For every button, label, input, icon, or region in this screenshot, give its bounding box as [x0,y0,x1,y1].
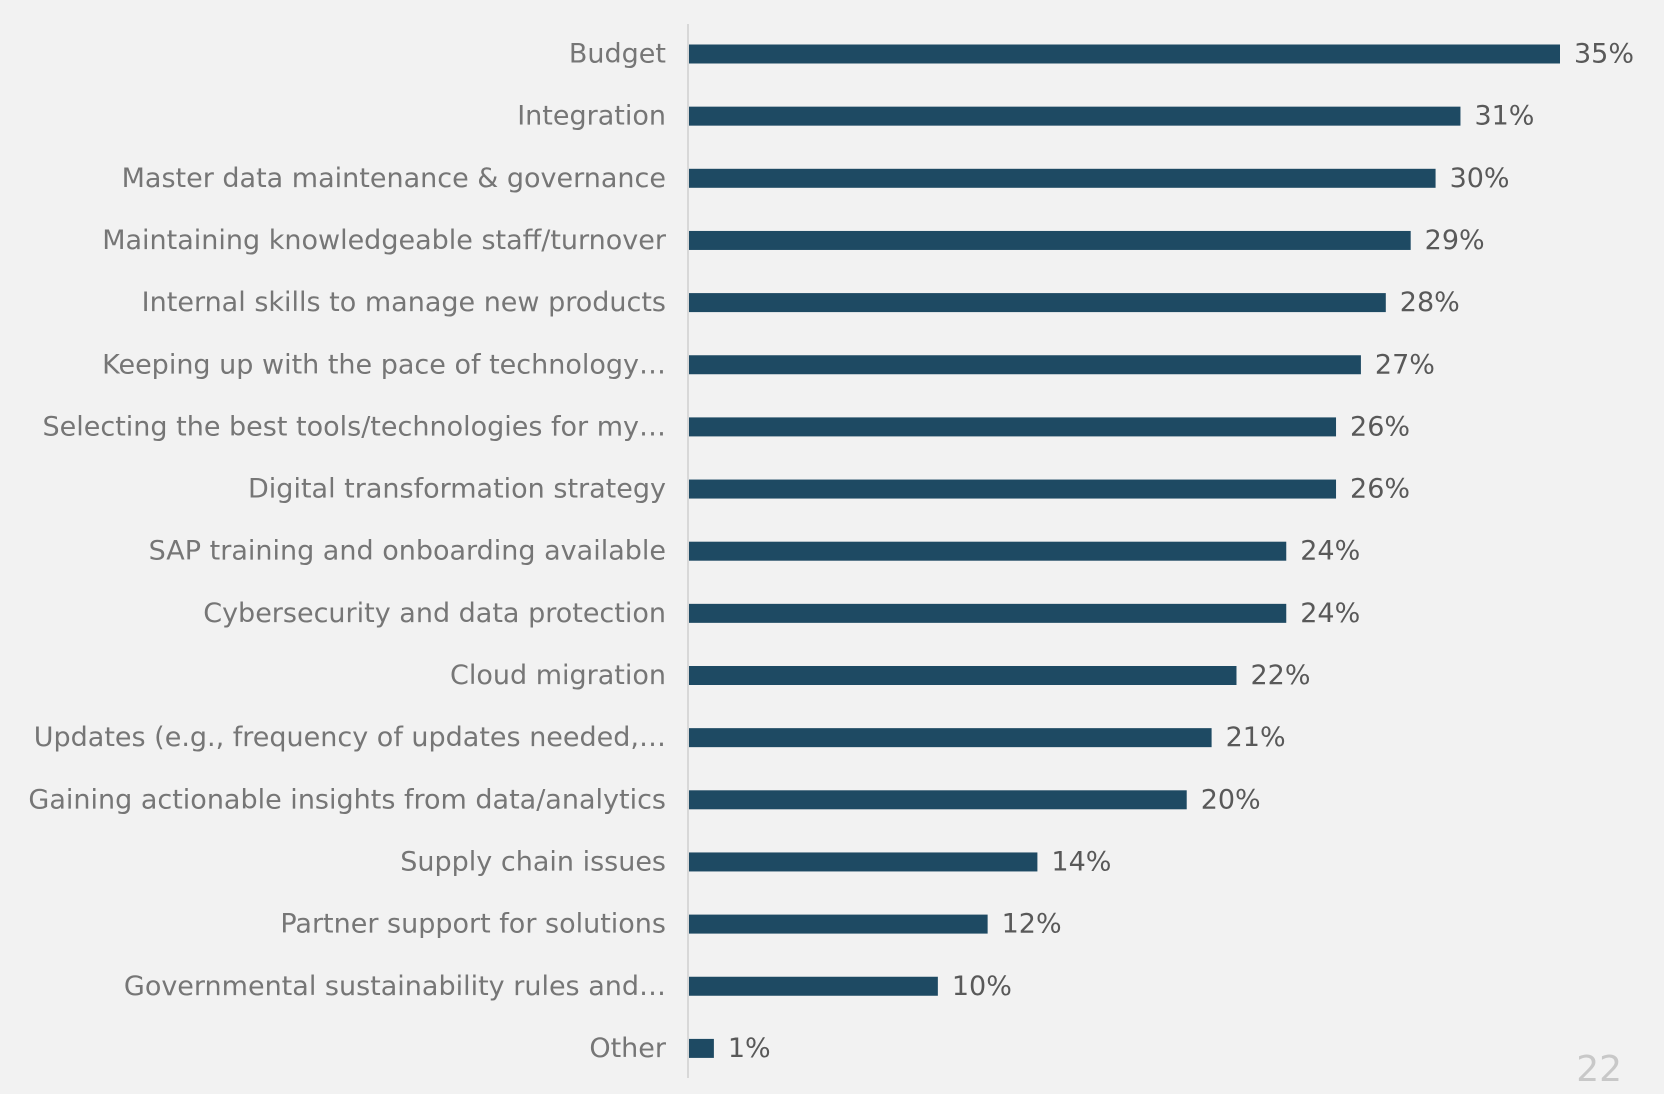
category-label: Digital transformation strategy [248,474,666,505]
data-label: 28% [1400,287,1460,318]
category-label: Supply chain issues [400,846,666,877]
bar [689,666,1237,685]
bar [689,790,1187,810]
data-label: 20% [1201,784,1261,815]
data-label: 30% [1450,163,1510,194]
bar [689,728,1212,748]
category-label: Maintaining knowledgeable staff/turnover [102,225,667,256]
category-label: Integration [517,101,666,132]
page-number: 22 [1576,1049,1622,1090]
category-label: Internal skills to manage new products [142,287,666,318]
data-label: 29% [1425,225,1485,256]
data-label: 1% [728,1033,771,1064]
category-label: Cybersecurity and data protection [203,598,666,629]
category-label: Keeping up with the pace of technology… [102,349,666,380]
bars-group: Budget 35% Integration 31% Master data maint… [28,39,1634,1064]
category-label: SAP training and onboarding available [149,536,666,567]
bar [689,230,1411,250]
data-label: 14% [1051,846,1111,877]
category-label: Gaining actionable insights from data/an… [28,784,666,815]
bar [689,355,1361,375]
data-label: 24% [1300,598,1360,629]
data-label: 12% [1002,909,1062,940]
data-label: 31% [1474,101,1534,132]
bar [689,914,988,934]
bar [689,479,1337,499]
category-label: Selecting the best tools/technologies fo… [43,411,667,442]
data-label: 21% [1226,722,1286,753]
bar [689,541,1287,561]
category-label: Updates (e.g., frequency of updates need… [34,722,666,753]
data-label: 22% [1250,660,1310,691]
category-label: Master data maintenance & governance [122,163,666,194]
bar [689,603,1287,623]
bar [689,106,1461,126]
bar [689,417,1337,437]
data-label: 10% [952,971,1012,1002]
data-label: 35% [1574,39,1634,70]
bar [689,293,1386,313]
bar [689,168,1436,188]
data-label: 27% [1375,349,1435,380]
category-label: Governmental sustainability rules and… [124,971,666,1002]
category-label: Cloud migration [450,660,666,691]
bar [689,1038,714,1058]
data-label: 26% [1350,474,1410,505]
data-label: 26% [1350,411,1410,442]
category-label: Partner support for solutions [280,909,666,940]
bar [689,852,1038,872]
category-label: Other [589,1033,667,1064]
bar [689,976,938,996]
category-label: Budget [569,39,666,70]
data-label: 24% [1300,536,1360,567]
bar [689,44,1560,64]
